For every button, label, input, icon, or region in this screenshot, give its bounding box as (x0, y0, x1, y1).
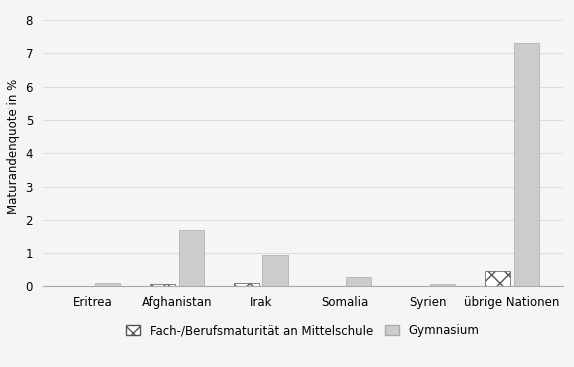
Bar (485, 270, 510, 286)
Bar (430, 284, 455, 286)
Bar (262, 255, 288, 286)
Bar (346, 277, 371, 286)
Legend: Fach-/Berufsmaturität an Mittelschule, Gymnasium: Fach-/Berufsmaturität an Mittelschule, G… (121, 319, 484, 342)
Bar (150, 284, 175, 286)
Y-axis label: Maturandenquote in %: Maturandenquote in % (7, 79, 20, 214)
Bar (179, 230, 204, 286)
Bar (514, 43, 539, 286)
Bar (95, 283, 120, 286)
Bar (234, 283, 259, 286)
